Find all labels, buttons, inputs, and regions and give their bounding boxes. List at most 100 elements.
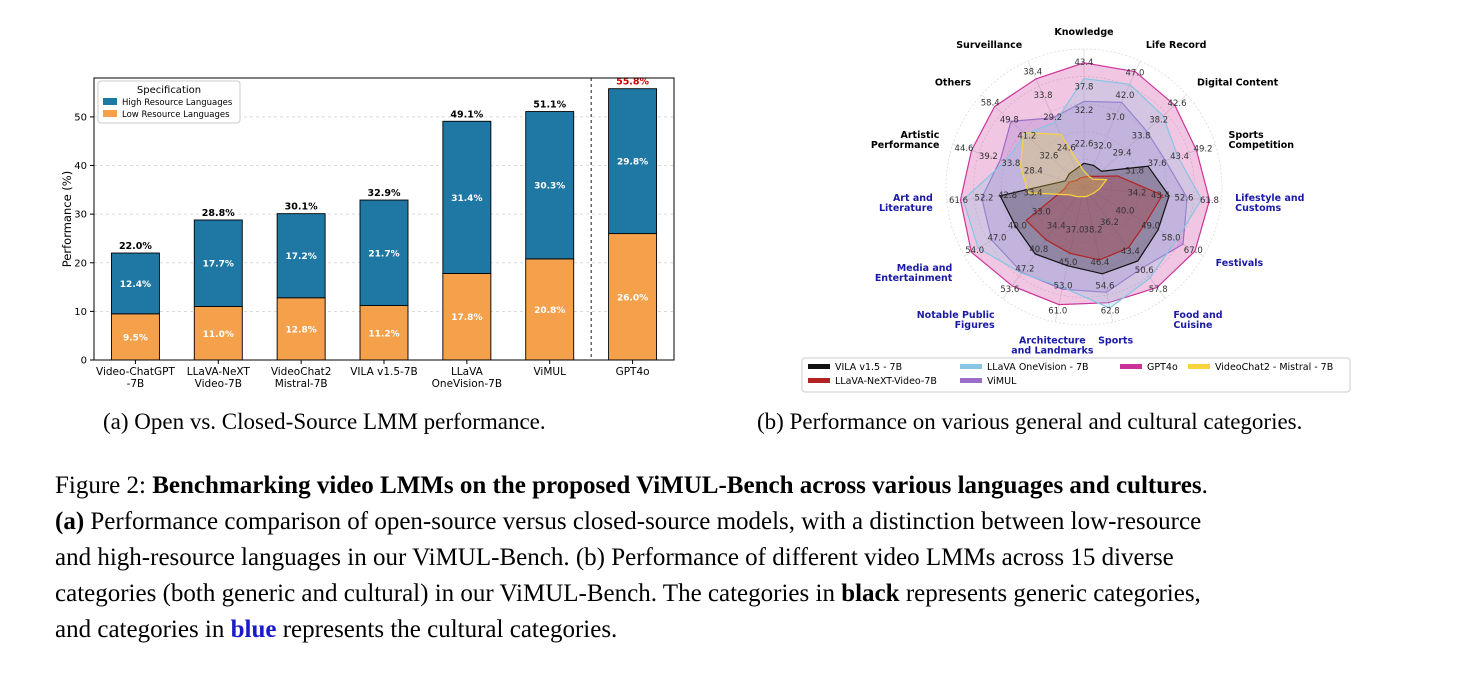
radar-series-vila-v1-5-7b (999, 162, 1170, 275)
radar-category-label: Lifestyle and (1235, 193, 1304, 204)
bar-high-resource (608, 88, 658, 235)
radar-value-label: 41.2 (1017, 132, 1036, 142)
radar-value-label: 47.2 (1015, 264, 1034, 274)
y-axis-label: Performance (%) (60, 171, 74, 267)
caption-line-5-start: and categories in (55, 616, 231, 643)
caption-title: Benchmarking video LMMs on the proposed … (152, 472, 1202, 499)
radar-value-label: 43.4 (1170, 152, 1189, 162)
bar-high-label: 21.7% (368, 249, 399, 259)
bar-high-resource (525, 111, 575, 260)
radar-category-label: Surveillance (956, 40, 1022, 51)
caption-blue-word: blue (230, 616, 277, 643)
bar-total-label: 55.8% (616, 77, 649, 88)
legend-swatch-low (103, 110, 117, 117)
radar-value-label: 37.6 (1148, 159, 1167, 169)
radar-category-label: Cuisine (1173, 320, 1212, 331)
radar-category-label: Media and (897, 263, 953, 274)
radar-grid-ring (1028, 131, 1140, 243)
radar-value-label: 33.8 (1034, 91, 1053, 101)
caption-line-4-start: categories (both generic and cultural) i… (55, 580, 842, 607)
radar-category-label: Customs (1235, 203, 1281, 214)
caption-line-5: and categories in blue represents the cu… (55, 612, 1430, 648)
radar-legend-swatch (960, 364, 982, 369)
radar-value-label: 43.4 (1075, 58, 1094, 68)
radar-series-llava-onevision-7b (962, 77, 1203, 309)
radar-value-label: 40.8 (1029, 245, 1048, 255)
bar-low-label: 11.2% (368, 329, 399, 339)
bar-high-label: 12.4% (120, 280, 151, 290)
radar-legend-label: GPT4o (1147, 362, 1178, 373)
bar-low-resource (608, 233, 658, 361)
radar-category-label: Literature (879, 203, 933, 214)
radar-category-label: Notable Public (917, 310, 995, 321)
radar-category-label: Knowledge (1054, 27, 1113, 38)
radar-legend-label: VILA v1.5 - 7B (835, 362, 902, 373)
radar-value-label: 32.0 (1093, 142, 1112, 152)
radar-value-label: 45.0 (1059, 258, 1078, 268)
subcaption-b: (b) Performance on various general and c… (757, 409, 1303, 434)
caption-line-2-text: Performance comparison of open-source ve… (84, 508, 1202, 535)
x-tick-label: Video-ChatGPT (96, 366, 175, 378)
radar-category-label: Sports (1229, 130, 1264, 141)
bar-total-label: 51.1% (533, 100, 566, 111)
caption-line-5-end: represents the cultural categories. (276, 616, 618, 643)
radar-category-label: Festivals (1216, 258, 1264, 269)
legend: Specification High Resource Languages Low … (97, 80, 241, 124)
bar-high-resource (276, 213, 326, 299)
radar-category-label: Digital Content (1197, 77, 1279, 88)
radar-category-label: Competition (1229, 140, 1295, 151)
radar-spoke (1083, 94, 1187, 188)
bar-total-label: 28.8% (202, 208, 235, 219)
x-tick-label: LLaVA (451, 366, 484, 378)
legend-label-low: Low Resource Languages (122, 110, 230, 120)
bar-high-resource (442, 120, 492, 274)
radar-category-label: Entertainment (875, 273, 953, 284)
radar-category-label: Food and (1173, 310, 1222, 321)
radar-legend-swatch (1120, 364, 1142, 369)
radar-category-label: Life Record (1146, 40, 1207, 51)
bar-low-label: 20.8% (534, 306, 565, 316)
x-tick-label: Mistral-7B (275, 378, 328, 390)
bar-high-resource (359, 199, 409, 306)
caption-line-4: categories (both generic and cultural) i… (55, 576, 1430, 612)
radar-value-label: 54.6 (1095, 281, 1114, 291)
bar-high-label: 30.3% (534, 182, 565, 192)
radar-legend-swatch (808, 378, 830, 383)
radar-value-label: 43.4 (1121, 247, 1140, 257)
radar-series-llava-next-video-7b (1025, 175, 1164, 261)
radar-value-label: 67.0 (1184, 246, 1203, 256)
radar-value-label: 46.4 (1091, 258, 1110, 268)
legend-title: Specification (137, 85, 201, 96)
radar-value-label: 22.6 (1075, 140, 1094, 150)
radar-value-label: 49.0 (1141, 221, 1160, 231)
radar-value-label: 42.8 (998, 191, 1017, 201)
radar-spoke (1083, 60, 1141, 188)
radar-value-label: 42.6 (1168, 99, 1187, 109)
radar-category-label: Figures (955, 320, 995, 331)
caption-line-2: (a) Performance comparison of open-sourc… (55, 504, 1430, 540)
radar-spoke (1083, 186, 1222, 202)
radar-legend: VILA v1.5 - 7B LLaVA OneVision - 7B GPT4o V… (801, 357, 1351, 393)
bar-total-label: 30.1% (285, 202, 318, 213)
radar-value-label: 47.0 (1125, 69, 1144, 79)
radar-value-label: 29.2 (1043, 113, 1062, 123)
radar-value-label: 50.6 (1135, 266, 1154, 276)
radar-series-gpt4o (959, 62, 1211, 306)
radar-spoke (1002, 186, 1085, 299)
x-tick-label: LLaVA-NeXT (187, 366, 251, 378)
x-tick-label: -7B (127, 378, 145, 390)
radar-legend-label: LLaVA-NeXT-Video-7B (835, 376, 937, 387)
radar-spoke (1027, 60, 1085, 188)
radar-spoke (1083, 186, 1114, 323)
radar-spoke (964, 186, 1085, 257)
legend-box (97, 80, 241, 124)
radar-value-label: 42.0 (1115, 91, 1134, 101)
y-tick-label: 50 (74, 112, 87, 123)
radar-category-label: Performance (871, 140, 940, 151)
radar-value-label: 32.6 (1039, 151, 1058, 161)
radar-value-label: 57.8 (1149, 285, 1168, 295)
radar-chart-categories: 43.437.832.222.647.042.037.032.042.638.2… (801, 27, 1351, 393)
radar-value-label: 24.6 (1057, 143, 1076, 153)
radar-spoke (1083, 186, 1204, 257)
radar-value-label: 37.0 (1066, 225, 1085, 235)
